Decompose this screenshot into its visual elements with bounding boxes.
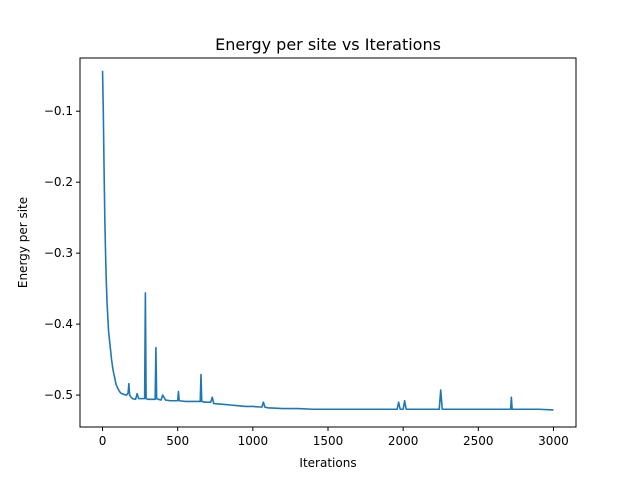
x-tick-label: 1000 [238,434,269,448]
x-tick-label: 3000 [538,434,569,448]
series-line-0 [101,70,554,411]
y-tick-label: −0.4 [44,317,73,331]
x-tick-label: 0 [99,434,107,448]
y-tick-label: −0.2 [44,175,73,189]
y-axis-label: Energy per site [16,197,30,288]
y-tick-label: −0.5 [44,388,73,402]
x-tick-label: 500 [166,434,189,448]
plot-area [80,58,576,427]
series-layer [101,70,554,411]
y-tick-label: −0.1 [44,104,73,118]
y-axis-ticks: −0.1 −0.2 −0.3 −0.4 −0.5 [44,104,80,402]
x-axis-label: Iterations [299,456,356,470]
x-axis-ticks: 0 500 1000 1500 2000 2500 3000 [99,427,569,448]
x-tick-label: 1500 [313,434,344,448]
y-tick-label: −0.3 [44,246,73,260]
x-tick-label: 2000 [388,434,419,448]
x-tick-label: 2500 [463,434,494,448]
chart-title: Energy per site vs Iterations [215,35,441,54]
